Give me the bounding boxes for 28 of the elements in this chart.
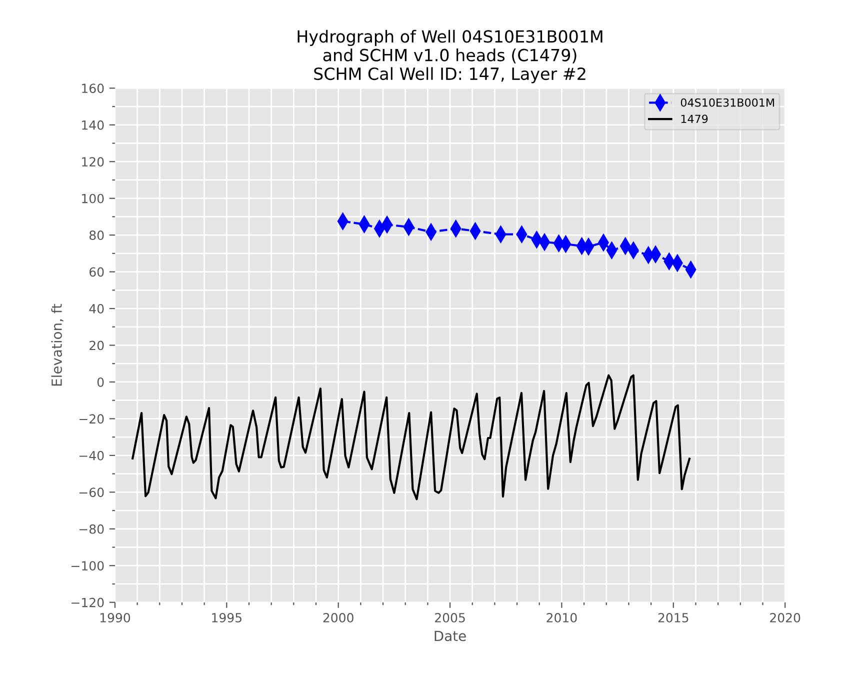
x-axis-title: Date xyxy=(434,630,466,642)
y-tick-label: −60 xyxy=(80,488,104,498)
y-tick-label: 40 xyxy=(89,304,104,314)
y-axis-title: Elevation, ft xyxy=(51,304,64,386)
x-tick-label: 2015 xyxy=(658,612,688,622)
y-tick-label: −80 xyxy=(80,524,104,534)
chart-title: Hydrograph of Well 04S10E31B001M and SCHM v1.0 heads (C1479) SCHM Cal Well ID: 147, Layer #2 xyxy=(298,30,602,84)
y-tick-label: 20 xyxy=(90,340,104,350)
y-tick-label: −40 xyxy=(80,450,104,460)
y-tick-label: 0 xyxy=(97,377,104,387)
y-tick-label: 160 xyxy=(82,84,104,94)
y-tick-label: −20 xyxy=(80,414,104,424)
x-tick-label: 1995 xyxy=(212,612,242,622)
y-tick-label: 80 xyxy=(89,230,104,240)
legend-label: 04S10E31B001M xyxy=(680,98,774,107)
y-tick-label: 120 xyxy=(82,157,104,167)
x-tick-label: 2010 xyxy=(546,612,577,622)
y-tick-label: 140 xyxy=(82,120,104,130)
y-tick-label: 60 xyxy=(90,267,104,277)
y-tick-label: 100 xyxy=(82,194,104,204)
x-tick-label: 2000 xyxy=(323,612,354,622)
line-series xyxy=(132,374,691,500)
y-tick-label: −120 xyxy=(72,598,104,608)
legend-label: 1479 xyxy=(681,114,708,124)
y-tick-label: −100 xyxy=(72,561,104,571)
x-tick-label: 2020 xyxy=(770,612,800,622)
x-tick-label: 1990 xyxy=(100,612,130,622)
x-tick-label: 2005 xyxy=(435,612,465,622)
